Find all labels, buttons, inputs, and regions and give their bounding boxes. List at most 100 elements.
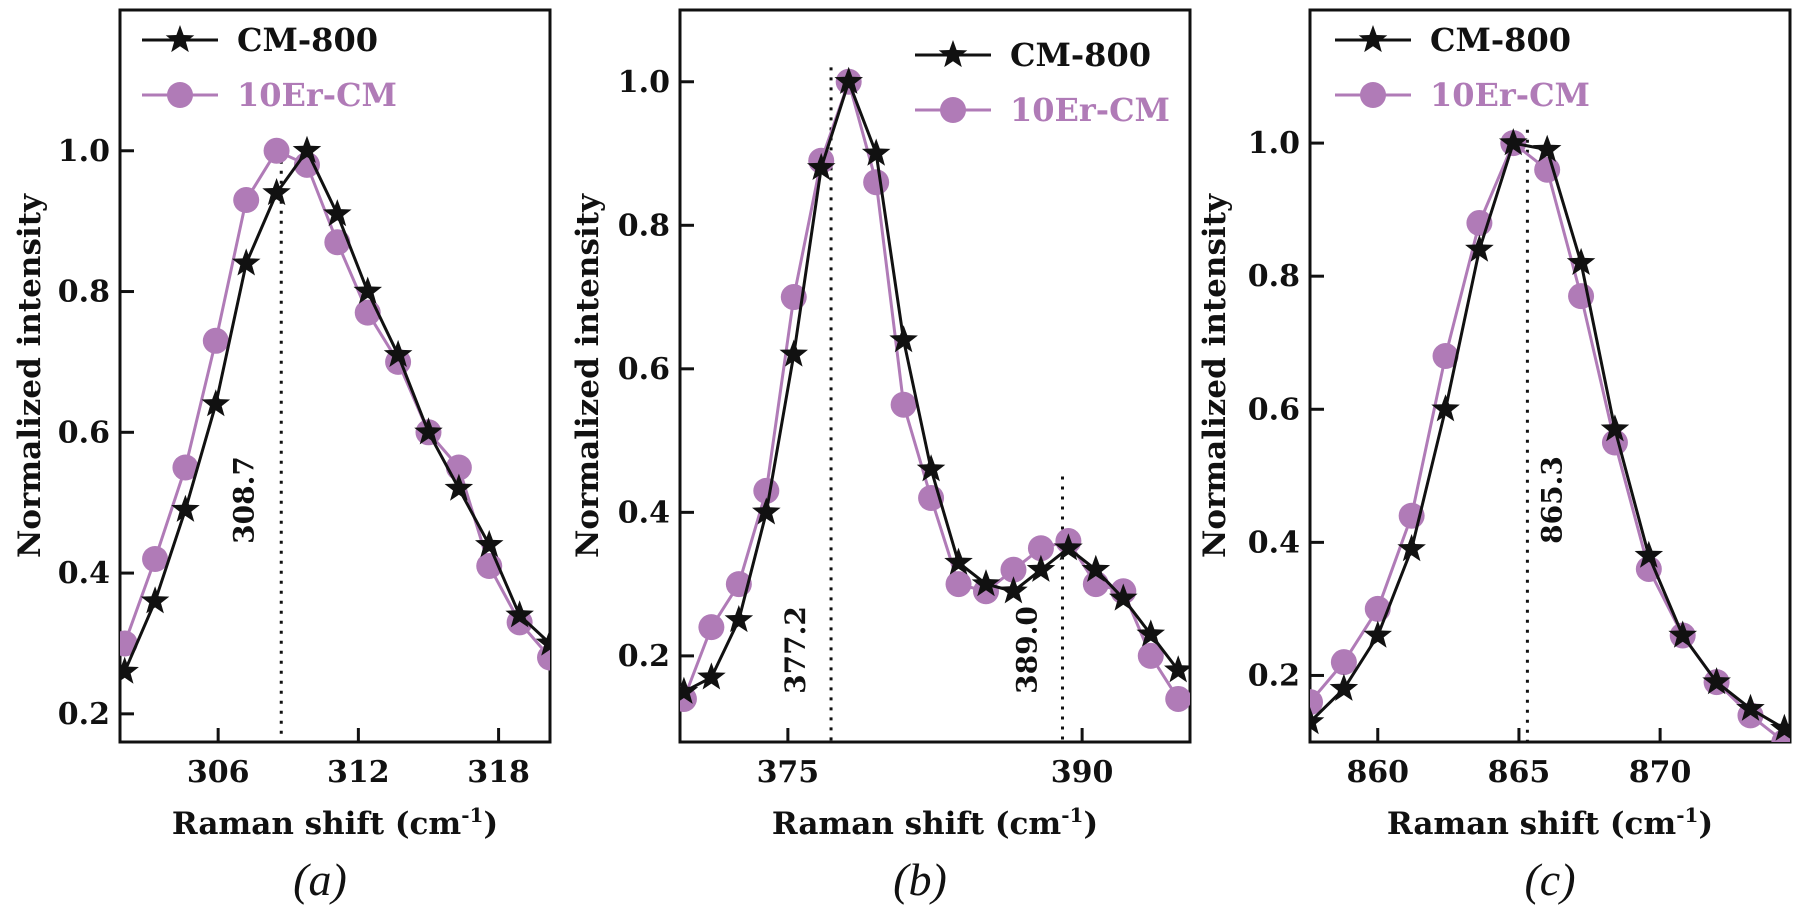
y-tick-label: 1.0 (58, 134, 110, 169)
series-line-10er-cm (1310, 140, 1786, 742)
data-point-10er-cm (753, 477, 780, 504)
data-point-10er-cm (172, 454, 199, 481)
data-point-cm800 (1634, 540, 1664, 568)
x-tick-label: 312 (327, 755, 390, 790)
data-point-10er-cm (1310, 689, 1323, 716)
series-line-10er-cm (682, 76, 1180, 700)
data-point-cm800 (944, 547, 973, 575)
data-point-10er-cm (945, 571, 972, 598)
data-point-cm800 (140, 586, 170, 614)
data-point-cm800 (1136, 619, 1165, 647)
legend-label: 10Er-CM (1430, 76, 1590, 114)
x-axis-title: Raman shift (cm-1) (172, 803, 498, 842)
y-ticks: 0.2 0.4 0.6 0.8 1.0 (618, 65, 694, 674)
data-point-cm800 (697, 662, 726, 690)
y-tick-label: 0.2 (618, 639, 670, 674)
data-point-10er-cm (142, 546, 169, 572)
x-tick-label: 860 (1346, 755, 1409, 790)
legend-marker-circle (940, 97, 966, 123)
x-ticks: 860 865 870 (1346, 728, 1691, 790)
data-point-cm800 (916, 454, 946, 482)
series-layer (120, 135, 550, 684)
data-point-cm800 (475, 529, 504, 558)
x-tick-label: 318 (467, 755, 530, 790)
data-point-cm800 (1770, 713, 1790, 741)
legend: CM-800 10Er-CM (142, 21, 397, 114)
panel-c: 0.2 0.4 0.6 0.8 1.0 860 865 870 865.3 CM-800 10… (1197, 8, 1792, 905)
data-point-cm800 (834, 66, 863, 94)
data-point-10er-cm (1432, 343, 1459, 370)
plot-frame (678, 8, 1192, 744)
y-tick-label: 0.2 (1248, 658, 1300, 693)
data-point-cm800 (1736, 693, 1765, 721)
data-point-10er-cm (1000, 556, 1027, 583)
data-point-10er-cm (863, 169, 890, 196)
data-point-cm800 (999, 576, 1028, 604)
data-point-cm800 (201, 389, 231, 417)
data-point-10er-cm (890, 391, 917, 418)
y-tick-label: 0.4 (58, 556, 110, 591)
series-layer (1310, 128, 1790, 742)
data-point-10er-cm (263, 137, 290, 164)
data-point-cm800 (171, 494, 200, 522)
data-point-cm800 (1397, 534, 1426, 562)
data-point-cm800 (752, 497, 781, 525)
x-ticks: 306 312 318 (187, 728, 530, 790)
data-point-cm800 (505, 600, 534, 628)
data-point-cm800 (323, 199, 352, 227)
series-line-cm800 (683, 77, 1180, 694)
data-point-cm800 (414, 417, 443, 445)
data-point-10er-cm (202, 327, 229, 354)
y-tick-label: 0.4 (1248, 525, 1300, 560)
peak-label: 865.3 (1535, 456, 1568, 544)
y-ticks: 0.2 0.4 0.6 0.8 1.0 (58, 134, 134, 732)
peak-label: 389.0 (1011, 606, 1044, 694)
panel-label-a: (a) (293, 854, 347, 905)
data-point-cm800 (1431, 394, 1460, 422)
data-point-cm800 (1566, 247, 1596, 275)
data-point-cm800 (1329, 673, 1359, 701)
data-point-cm800 (807, 152, 836, 180)
peak-label: 308.7 (227, 456, 260, 544)
panel-b: 0.2 0.4 0.6 0.8 1.0 375 390 377.2 389.0 CM-800… (570, 8, 1192, 905)
data-point-10er-cm (1027, 535, 1054, 562)
data-point-10er-cm (1330, 649, 1357, 676)
data-point-cm800 (535, 628, 550, 656)
y-tick-label: 0.8 (618, 208, 670, 243)
data-point-cm800 (1702, 667, 1731, 695)
reference-lines: 377.2 389.0 (779, 67, 1064, 742)
data-point-cm800 (292, 135, 322, 163)
data-point-cm800 (1532, 134, 1562, 162)
peak-label: 377.2 (779, 606, 812, 694)
legend-label: CM-800 (1430, 21, 1571, 59)
series-line-10er-cm (123, 148, 550, 659)
x-axis-title: Raman shift (cm-1) (772, 803, 1098, 842)
y-axis-title: Normalized intensity (570, 193, 606, 558)
legend-marker-star (938, 40, 968, 68)
y-tick-label: 0.8 (58, 275, 110, 310)
legend-marker-star (1358, 25, 1388, 53)
panel-a: 0.2 0.4 0.6 0.8 1.0 306 312 318 308.7 CM-800 10… (12, 8, 552, 905)
data-point-10er-cm (1137, 642, 1164, 669)
data-point-cm800 (444, 473, 474, 501)
data-point-cm800 (383, 339, 413, 367)
y-tick-label: 0.6 (1248, 392, 1300, 427)
data-point-cm800 (231, 248, 261, 276)
y-tick-label: 0.6 (58, 415, 110, 450)
data-point-cm800 (1026, 554, 1056, 582)
x-tick-label: 870 (1629, 755, 1692, 790)
y-tick-label: 0.2 (58, 697, 110, 732)
data-point-cm800 (1465, 234, 1494, 262)
data-point-cm800 (1600, 414, 1630, 442)
x-ticks: 375 390 (757, 728, 1113, 790)
legend-marker-star (165, 25, 195, 53)
data-point-cm800 (353, 276, 382, 304)
x-tick-label: 375 (757, 755, 820, 790)
data-point-cm800 (861, 138, 891, 166)
data-point-cm800 (1363, 620, 1392, 648)
data-point-cm800 (1109, 583, 1138, 611)
y-tick-label: 0.8 (1248, 259, 1300, 294)
plot-frame (1308, 8, 1792, 744)
x-tick-label: 306 (187, 755, 250, 790)
legend-label: CM-800 (237, 21, 378, 59)
